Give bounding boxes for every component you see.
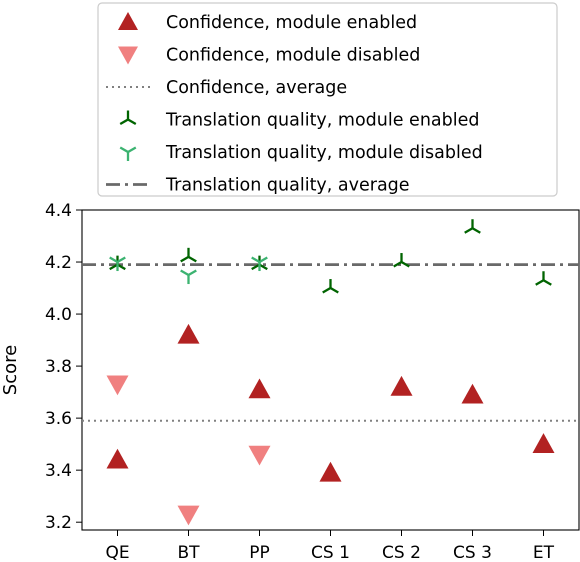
data-point <box>464 219 481 234</box>
y-tick-label: 4.2 <box>45 253 72 273</box>
translation-quality-module-disabled-series <box>109 256 268 285</box>
data-point <box>393 253 410 268</box>
translation-quality-module-enabled-series <box>109 219 552 294</box>
x-tick-label: CS 3 <box>453 543 492 562</box>
y-tick-label: 4.4 <box>45 201 72 221</box>
legend-entry-confidence-module-enabled: Confidence, module enabled <box>118 12 417 33</box>
x-tick-label: ET <box>533 543 555 562</box>
data-point <box>390 375 413 396</box>
x-tick-label: QE <box>105 543 129 562</box>
data-point <box>177 323 200 344</box>
confidence-module-enabled-series <box>106 323 555 482</box>
confidence-module-disabled-series <box>106 375 271 526</box>
data-point <box>180 269 197 285</box>
y-tick-label: 3.2 <box>45 513 72 533</box>
x-tick-label: PP <box>249 543 270 562</box>
y-tick-label: 3.8 <box>45 357 72 377</box>
data-point <box>106 448 129 469</box>
legend-marker-swatch <box>118 12 138 30</box>
y-axis-label: Score <box>0 345 21 395</box>
data-point <box>109 256 126 272</box>
data-point <box>248 378 271 399</box>
legend-marker-swatch <box>119 110 137 125</box>
data-point <box>248 445 271 466</box>
data-point <box>251 256 268 272</box>
plot-area: 3.2 3.4 3.6 3.8 4.0 4.2 4.4 QE BT PP CS 1 CS 2 CS 3 E… <box>45 201 580 562</box>
legend-label: Translation quality, module disabled <box>165 143 483 163</box>
y-tick-label: 3.4 <box>45 461 72 481</box>
data-point <box>180 247 197 263</box>
y-tick-label: 4.0 <box>45 305 72 325</box>
plot-frame <box>81 209 580 531</box>
legend-label: Confidence, module disabled <box>166 46 420 66</box>
data-point <box>319 461 342 482</box>
data-point <box>461 383 484 404</box>
legend-label: Confidence, module enabled <box>166 13 417 33</box>
data-point <box>322 279 339 294</box>
legend-marker-swatch <box>119 146 137 161</box>
y-tick-label: 3.6 <box>45 409 72 429</box>
legend-label: Translation quality, module enabled <box>165 111 479 131</box>
data-point <box>177 505 200 526</box>
legend-entry-confidence-average: Confidence, average <box>106 78 347 98</box>
data-point <box>535 271 552 286</box>
legend-entry-translation-quality-module-disabled: Translation quality, module disabled <box>119 143 483 163</box>
x-tick-label: CS 2 <box>382 543 421 562</box>
legend: Confidence, module enabled Confidence, mo… <box>97 2 558 197</box>
data-point <box>532 433 555 453</box>
legend-entry-confidence-module-disabled: Confidence, module disabled <box>118 46 420 66</box>
legend-marker-swatch <box>118 46 138 65</box>
x-tick-label: BT <box>177 543 200 562</box>
x-tick-label: CS 1 <box>311 543 350 562</box>
legend-entry-translation-quality-module-enabled: Translation quality, module enabled <box>119 110 479 131</box>
legend-label: Translation quality, average <box>165 176 410 196</box>
legend-box <box>97 2 558 197</box>
data-point <box>106 375 129 396</box>
legend-label: Confidence, average <box>166 78 347 98</box>
legend-entry-translation-quality-average: Translation quality, average <box>106 176 410 196</box>
